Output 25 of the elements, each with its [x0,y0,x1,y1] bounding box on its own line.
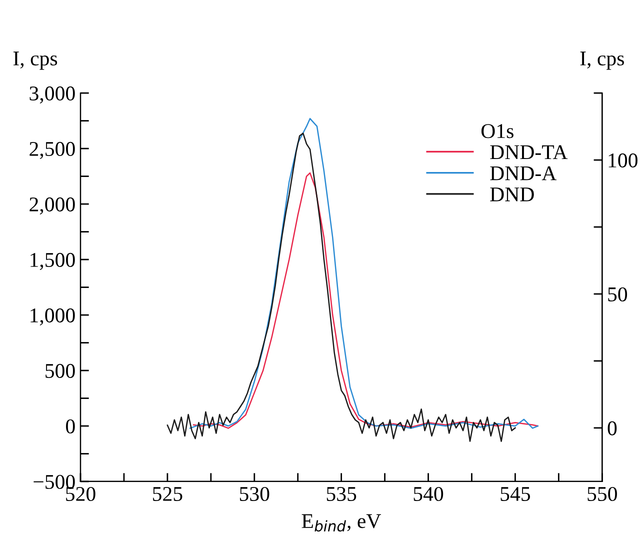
y2-tick-label: 50 [608,287,628,302]
y-tick-label: 1,000 [30,308,75,326]
y-tick-label: −500 [34,474,75,489]
x-tick-label: 545 [500,487,530,502]
legend-label: DND [490,188,534,202]
y2-axis-title: I, cps [580,52,624,70]
y-axis-title: I, cps [13,52,58,70]
x-tick-label: 540 [414,486,444,502]
legend-label: DND-TA [490,145,568,160]
legend-title: O1s [481,124,514,138]
y-tick-label: 500 [46,364,75,378]
y2-tick-label: 100 [608,153,638,168]
x-tick-label: 520 [66,486,96,502]
y-tick-label: 2,500 [30,142,75,159]
y-tick-label: 1,500 [30,252,75,270]
y-tick-label: 0 [66,419,75,434]
x-tick-label: 530 [240,486,270,502]
y-tick-label: 2,000 [30,197,75,214]
x-tick-label: 550 [588,486,617,502]
y-tick-label: 3,000 [30,86,75,104]
x-tick-label: 535 [326,487,356,502]
x-axis-title: E$_{bind}$, eV [302,514,381,532]
legend-label: DND-A [490,166,557,180]
x-tick-label: 525 [153,487,182,502]
y2-tick-label: 0 [608,421,617,436]
